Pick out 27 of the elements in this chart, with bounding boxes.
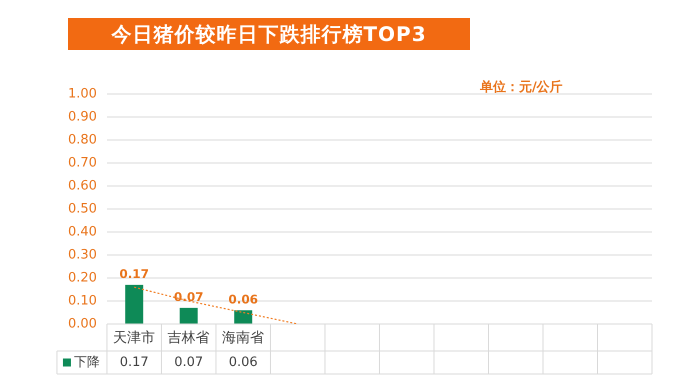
y-tick-label: 0.00 <box>68 316 97 332</box>
text: 0.06 <box>228 292 258 306</box>
x-tick-label: 海南省 <box>222 330 264 346</box>
annotation: 单位：元/公斤 <box>480 78 563 96</box>
data-label: 0.06 <box>228 354 258 370</box>
line-series <box>134 286 298 324</box>
x-tick-label: 吉林省 <box>168 330 210 346</box>
y-tick-label: 0.60 <box>68 178 97 194</box>
text: 0.17 <box>119 267 150 282</box>
x-tick-label: 天津市 <box>113 330 156 346</box>
bar <box>234 310 252 324</box>
bar <box>180 308 198 324</box>
text: 0.07 <box>174 290 204 304</box>
data-label: 0.07 <box>174 354 204 370</box>
y-tick-label: 0.90 <box>68 109 97 124</box>
data-label: 0.17 <box>120 354 149 370</box>
y-tick-label: 0.10 <box>68 293 97 308</box>
y-tick-label: 1.00 <box>68 86 97 102</box>
y-tick-label: 0.30 <box>68 247 97 262</box>
chart-title: 今日猪价较昨日下跌排行榜TOP3 <box>68 18 470 50</box>
y-tick-label: 0.80 <box>68 132 97 148</box>
y-tick-label: 0.70 <box>68 155 97 170</box>
legend-label: 下降 <box>74 354 100 370</box>
y-tick-label: 0.20 <box>68 270 97 286</box>
y-tick-label: 0.40 <box>68 224 97 240</box>
bar <box>125 284 144 324</box>
y-tick-label: 0.50 <box>68 201 97 216</box>
